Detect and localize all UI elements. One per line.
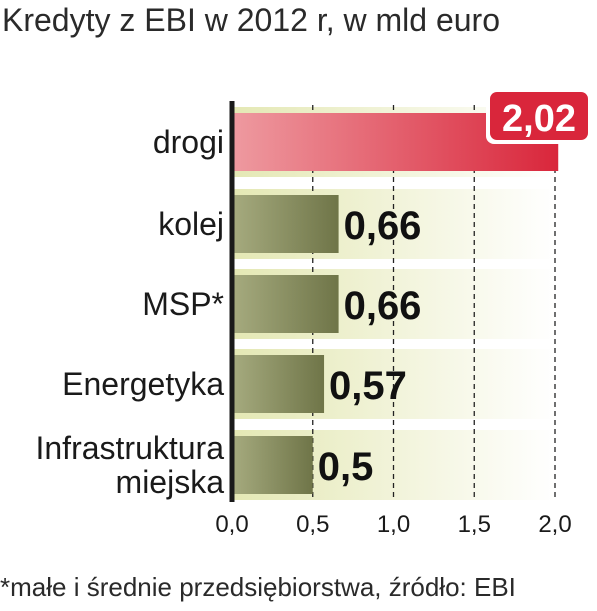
chart-title: Kredyty z EBI w 2012 r, w mld euro	[2, 2, 500, 38]
value-labels: 2,02 0,66 0,66 0,57 0,5	[318, 88, 592, 489]
value-label: 0,5	[318, 445, 374, 489]
category-label: MSP*	[142, 286, 224, 322]
category-labels: drogi kolej MSP* Energetyka Infrastrukturami…	[35, 124, 224, 500]
bar	[232, 355, 325, 413]
category-label: miejska	[116, 464, 225, 500]
tick-label: 0,5	[296, 511, 329, 538]
tick-label: 0,0	[215, 511, 248, 538]
bar	[232, 275, 339, 333]
footnote: *małe i średnie przedsiębiorstwa, źródło…	[0, 572, 516, 602]
tick-label: 1,0	[377, 511, 410, 538]
bar	[232, 436, 313, 494]
value-badge	[490, 92, 588, 140]
value-label: 0,66	[344, 204, 422, 248]
category-label: Infrastruktura	[35, 430, 224, 466]
category-label: Energetyka	[62, 366, 224, 402]
bar	[232, 195, 339, 253]
tick-label: 2,0	[538, 511, 571, 538]
tick-label: 1,5	[458, 511, 491, 538]
value-label: 0,57	[329, 364, 407, 408]
value-label: 0,66	[344, 284, 422, 328]
value-label: 2,02	[502, 98, 576, 140]
tick-labels: 0,0 0,5 1,0 1,5 2,0	[215, 511, 571, 538]
category-label: drogi	[153, 124, 224, 160]
category-label: kolej	[158, 206, 224, 242]
